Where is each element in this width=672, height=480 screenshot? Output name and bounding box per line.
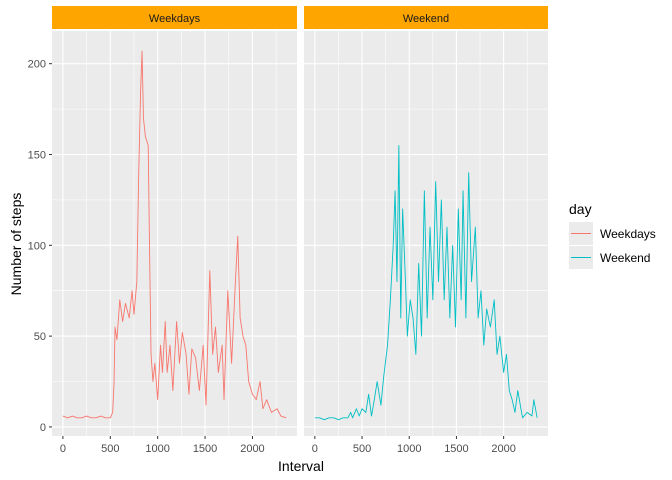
legend-item-weekend: Weekend	[569, 246, 650, 269]
facet-strip	[304, 6, 548, 29]
x-tick-label: 1500	[444, 443, 468, 455]
legend-title: day	[569, 201, 592, 217]
facet-strip-label: Weekend	[403, 13, 449, 25]
y-tick-label: 100	[28, 240, 46, 252]
legend-label: Weekend	[600, 251, 650, 265]
x-tick-label: 2000	[491, 443, 515, 455]
x-axis-title: Interval	[278, 458, 324, 474]
y-axis: 0 50 100 150 200	[28, 59, 52, 434]
facet-panels: Weekdays Weekend	[52, 6, 548, 436]
y-tick-label: 0	[40, 422, 46, 434]
series-line-weekdays	[62, 50, 287, 419]
panel-background	[304, 31, 548, 436]
legend-label: Weekdays	[600, 227, 656, 241]
y-tick-label: 150	[28, 149, 46, 161]
panel-background	[52, 31, 297, 436]
y-axis-title: Number of steps	[8, 193, 24, 296]
x-tick-label: 1000	[145, 443, 169, 455]
x-tick-label: 0	[312, 443, 318, 455]
facet-panel-weekend: Weekend	[304, 6, 548, 436]
x-tick-label: 0	[60, 443, 66, 455]
legend: day Weekdays Weekend	[569, 201, 656, 269]
facet-strip	[52, 6, 297, 29]
y-tick-label: 50	[34, 331, 46, 343]
x-tick-label: 1500	[193, 443, 217, 455]
legend-item-weekdays: Weekdays	[569, 222, 656, 245]
facet-strip-label: Weekdays	[149, 13, 201, 25]
x-tick-label: 500	[353, 443, 371, 455]
x-tick-label: 500	[101, 443, 119, 455]
y-tick-label: 200	[28, 59, 46, 71]
x-tick-label: 1000	[397, 443, 421, 455]
x-axis: 0 500 1000 1500 2000 0 500 1000 1500 2000	[60, 436, 516, 455]
facet-panel-weekdays: Weekdays	[52, 6, 297, 436]
series-line-weekend	[314, 144, 538, 421]
x-tick-label: 2000	[240, 443, 264, 455]
